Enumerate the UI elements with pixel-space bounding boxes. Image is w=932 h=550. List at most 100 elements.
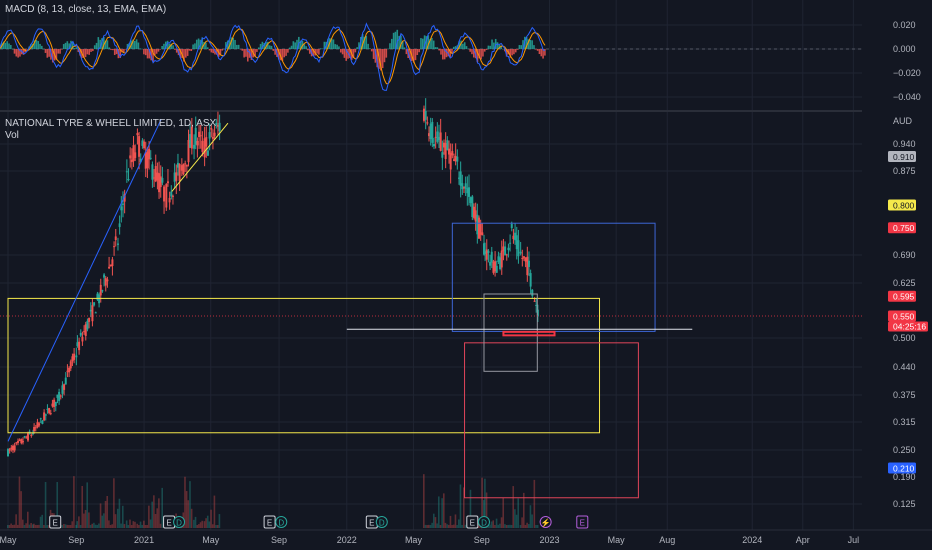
- candle-body-137: [441, 152, 444, 158]
- time-axis[interactable]: May Sep 2021 May Sep 2022 May Sep 2023 May Aug 2024…: [0, 529, 932, 550]
- volume-bar-179: [510, 524, 513, 528]
- candle-body-126: [423, 108, 426, 121]
- candle-body-32: [59, 395, 62, 397]
- candle-body-91: [159, 176, 162, 188]
- macd-hist-46: [82, 49, 85, 58]
- candle-body-3: [11, 445, 14, 451]
- candle-body-27: [51, 403, 54, 407]
- macd-hist-59: [106, 40, 109, 49]
- candle-body-86: [151, 164, 154, 180]
- macd-hist-197: [358, 42, 360, 49]
- price-axis[interactable]: 0.940 0.875 0.690 0.625 0.500 0.440 0.375 0.315…: [862, 0, 932, 530]
- candle-body-18: [36, 422, 39, 428]
- price-tick-9: 0.190: [893, 472, 916, 482]
- candle-body-72: [127, 179, 130, 181]
- macd-hist-135: [245, 49, 247, 57]
- candle-body-47: [84, 324, 87, 336]
- macd-hist-281: [511, 49, 513, 56]
- volume-bar-186: [522, 492, 525, 528]
- macd-hist-151: [274, 49, 276, 55]
- candle-body-99: [173, 172, 176, 182]
- price-tick-10: 0.125: [893, 499, 916, 509]
- volume-bar-134: [436, 523, 438, 528]
- macd-hist-34: [61, 49, 63, 50]
- candle-body-96: [168, 197, 171, 203]
- candle-body-5: [15, 442, 18, 444]
- candle-body-23: [44, 414, 47, 416]
- macd-hist-11: [19, 49, 21, 57]
- macd-hist-290: [527, 39, 530, 49]
- macd-hist-75: [135, 39, 138, 49]
- candle-body-160: [479, 222, 482, 235]
- macd-hist-156: [283, 49, 286, 58]
- macd-hist-38: [68, 43, 70, 49]
- macd-hist-240: [436, 47, 439, 49]
- macd-hist-282: [513, 49, 515, 55]
- price-tag-1: 0.800: [888, 199, 916, 211]
- macd-hist-61: [110, 49, 112, 50]
- volume-bar-20: [39, 516, 42, 528]
- macd-hist-107: [194, 43, 196, 49]
- volume-bar-124: [216, 524, 219, 528]
- macd-hist-129: [234, 39, 236, 49]
- volume-bar-150: [462, 487, 465, 528]
- grid: [0, 0, 862, 530]
- volume-bar-36: [66, 524, 69, 528]
- macd-tick-0: 0.020: [893, 20, 916, 30]
- macd-pane: [0, 22, 862, 91]
- time-tick-3: May: [202, 535, 220, 545]
- macd-hist-71: [128, 42, 131, 49]
- candle-body-144: [452, 159, 455, 161]
- macd-hist-133: [241, 49, 244, 51]
- macd-hist-146: [265, 41, 267, 49]
- price-tag-3: 0.595: [888, 290, 916, 302]
- macd-hist-8: [13, 49, 16, 54]
- volume-bar-135: [438, 496, 440, 528]
- volume-bar-107: [187, 500, 190, 528]
- macd-hist-67: [121, 49, 123, 53]
- macd-hist-276: [502, 48, 504, 50]
- macd-hist-214: [389, 43, 391, 49]
- candle-body-115: [201, 140, 204, 152]
- price-tag-2: 0.750: [888, 222, 916, 234]
- candle-body-29: [54, 401, 57, 407]
- macd-hist-144: [261, 41, 264, 49]
- volume-bar-169: [494, 524, 496, 528]
- candle-body-172: [499, 257, 502, 270]
- candle-body-39: [71, 356, 74, 362]
- macd-hist-86: [155, 49, 158, 54]
- macd-hist-60: [108, 47, 111, 49]
- macd-hist-40: [72, 42, 74, 49]
- volume-bar-177: [507, 524, 510, 528]
- candle-body-129: [428, 133, 431, 137]
- candle-body-70: [123, 194, 126, 202]
- drawings[interactable]: [0, 118, 862, 499]
- candle-body-35: [64, 377, 67, 385]
- volume-bar-117: [205, 518, 207, 528]
- volume-bar-79: [139, 521, 142, 528]
- macd-hist-23: [41, 45, 43, 49]
- volume-bar-147: [457, 519, 460, 528]
- volume-bar-40: [73, 476, 75, 528]
- candle-body-187: [524, 257, 527, 262]
- time-tick-10: Aug: [659, 535, 675, 545]
- candle-body-128: [426, 122, 429, 124]
- candle-body-6: [16, 441, 19, 443]
- price-tick-7: 0.315: [893, 417, 916, 427]
- macd-hist-167: [303, 44, 306, 49]
- candle-body-55: [98, 294, 101, 304]
- macd-hist-13: [22, 49, 25, 55]
- macd-hist-95: [172, 45, 174, 49]
- candle-body-46: [83, 331, 86, 333]
- volume-bar-74: [130, 525, 133, 528]
- event-earnings-0: E: [49, 515, 62, 529]
- macd-hist-97: [175, 49, 178, 53]
- macd-hist-273: [496, 42, 499, 49]
- volume-bar-16: [33, 523, 35, 528]
- macd-hist-239: [434, 47, 437, 49]
- macd-hist-109: [197, 38, 200, 49]
- volume-bar-19: [38, 524, 40, 528]
- candle-body-76: [134, 152, 137, 158]
- macd-hist-292: [531, 40, 533, 49]
